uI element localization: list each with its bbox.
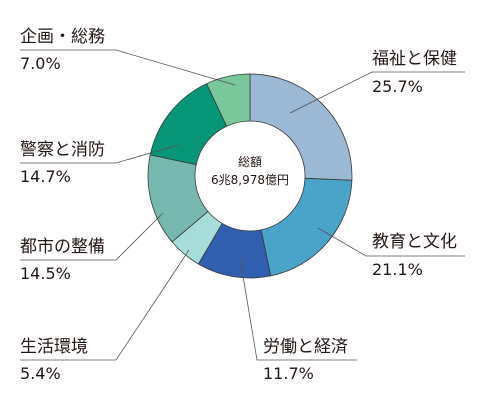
slice-name-label: 警察と消防 [20,140,105,160]
leader-line-1 [289,71,465,114]
slice-name-label: 教育と文化 [372,232,457,252]
slice-name-label: 労働と経済 [263,337,348,357]
slice-7 [206,73,251,127]
slice-name-label: 企画・総務 [20,27,105,47]
slice-labels: 福祉と保健 25.7% 教育と文化 21.1% 労働と経済 11.7% 生活環境 5.4% 都市… [20,27,457,383]
center-label-title: 総額 [238,155,262,169]
leader-line-4 [20,249,190,361]
slice-percent-label: 25.7% [372,77,423,96]
leader-line-7 [20,49,236,86]
slice-percent-label: 5.4% [20,364,61,383]
slice-percent-label: 21.1% [372,260,423,279]
leader-line-6 [20,144,179,164]
slice-1 [249,73,353,181]
leader-lines [20,49,465,361]
slice-percent-label: 11.7% [263,364,314,383]
slice-percent-label: 14.5% [20,264,71,283]
slice-percent-label: 7.0% [20,54,61,73]
slice-2 [260,177,353,277]
leader-line-5 [20,212,164,261]
slice-name-label: 生活環境 [20,337,88,357]
leader-line-3 [239,257,357,361]
leader-line-2 [317,227,465,257]
center-label-total: 6兆8,978億円 [211,173,289,187]
slice-name-label: 福祉と保健 [372,49,457,69]
slice-percent-label: 14.7% [20,167,71,186]
slice-name-label: 都市の整備 [20,237,105,257]
donut-slices [147,73,353,279]
